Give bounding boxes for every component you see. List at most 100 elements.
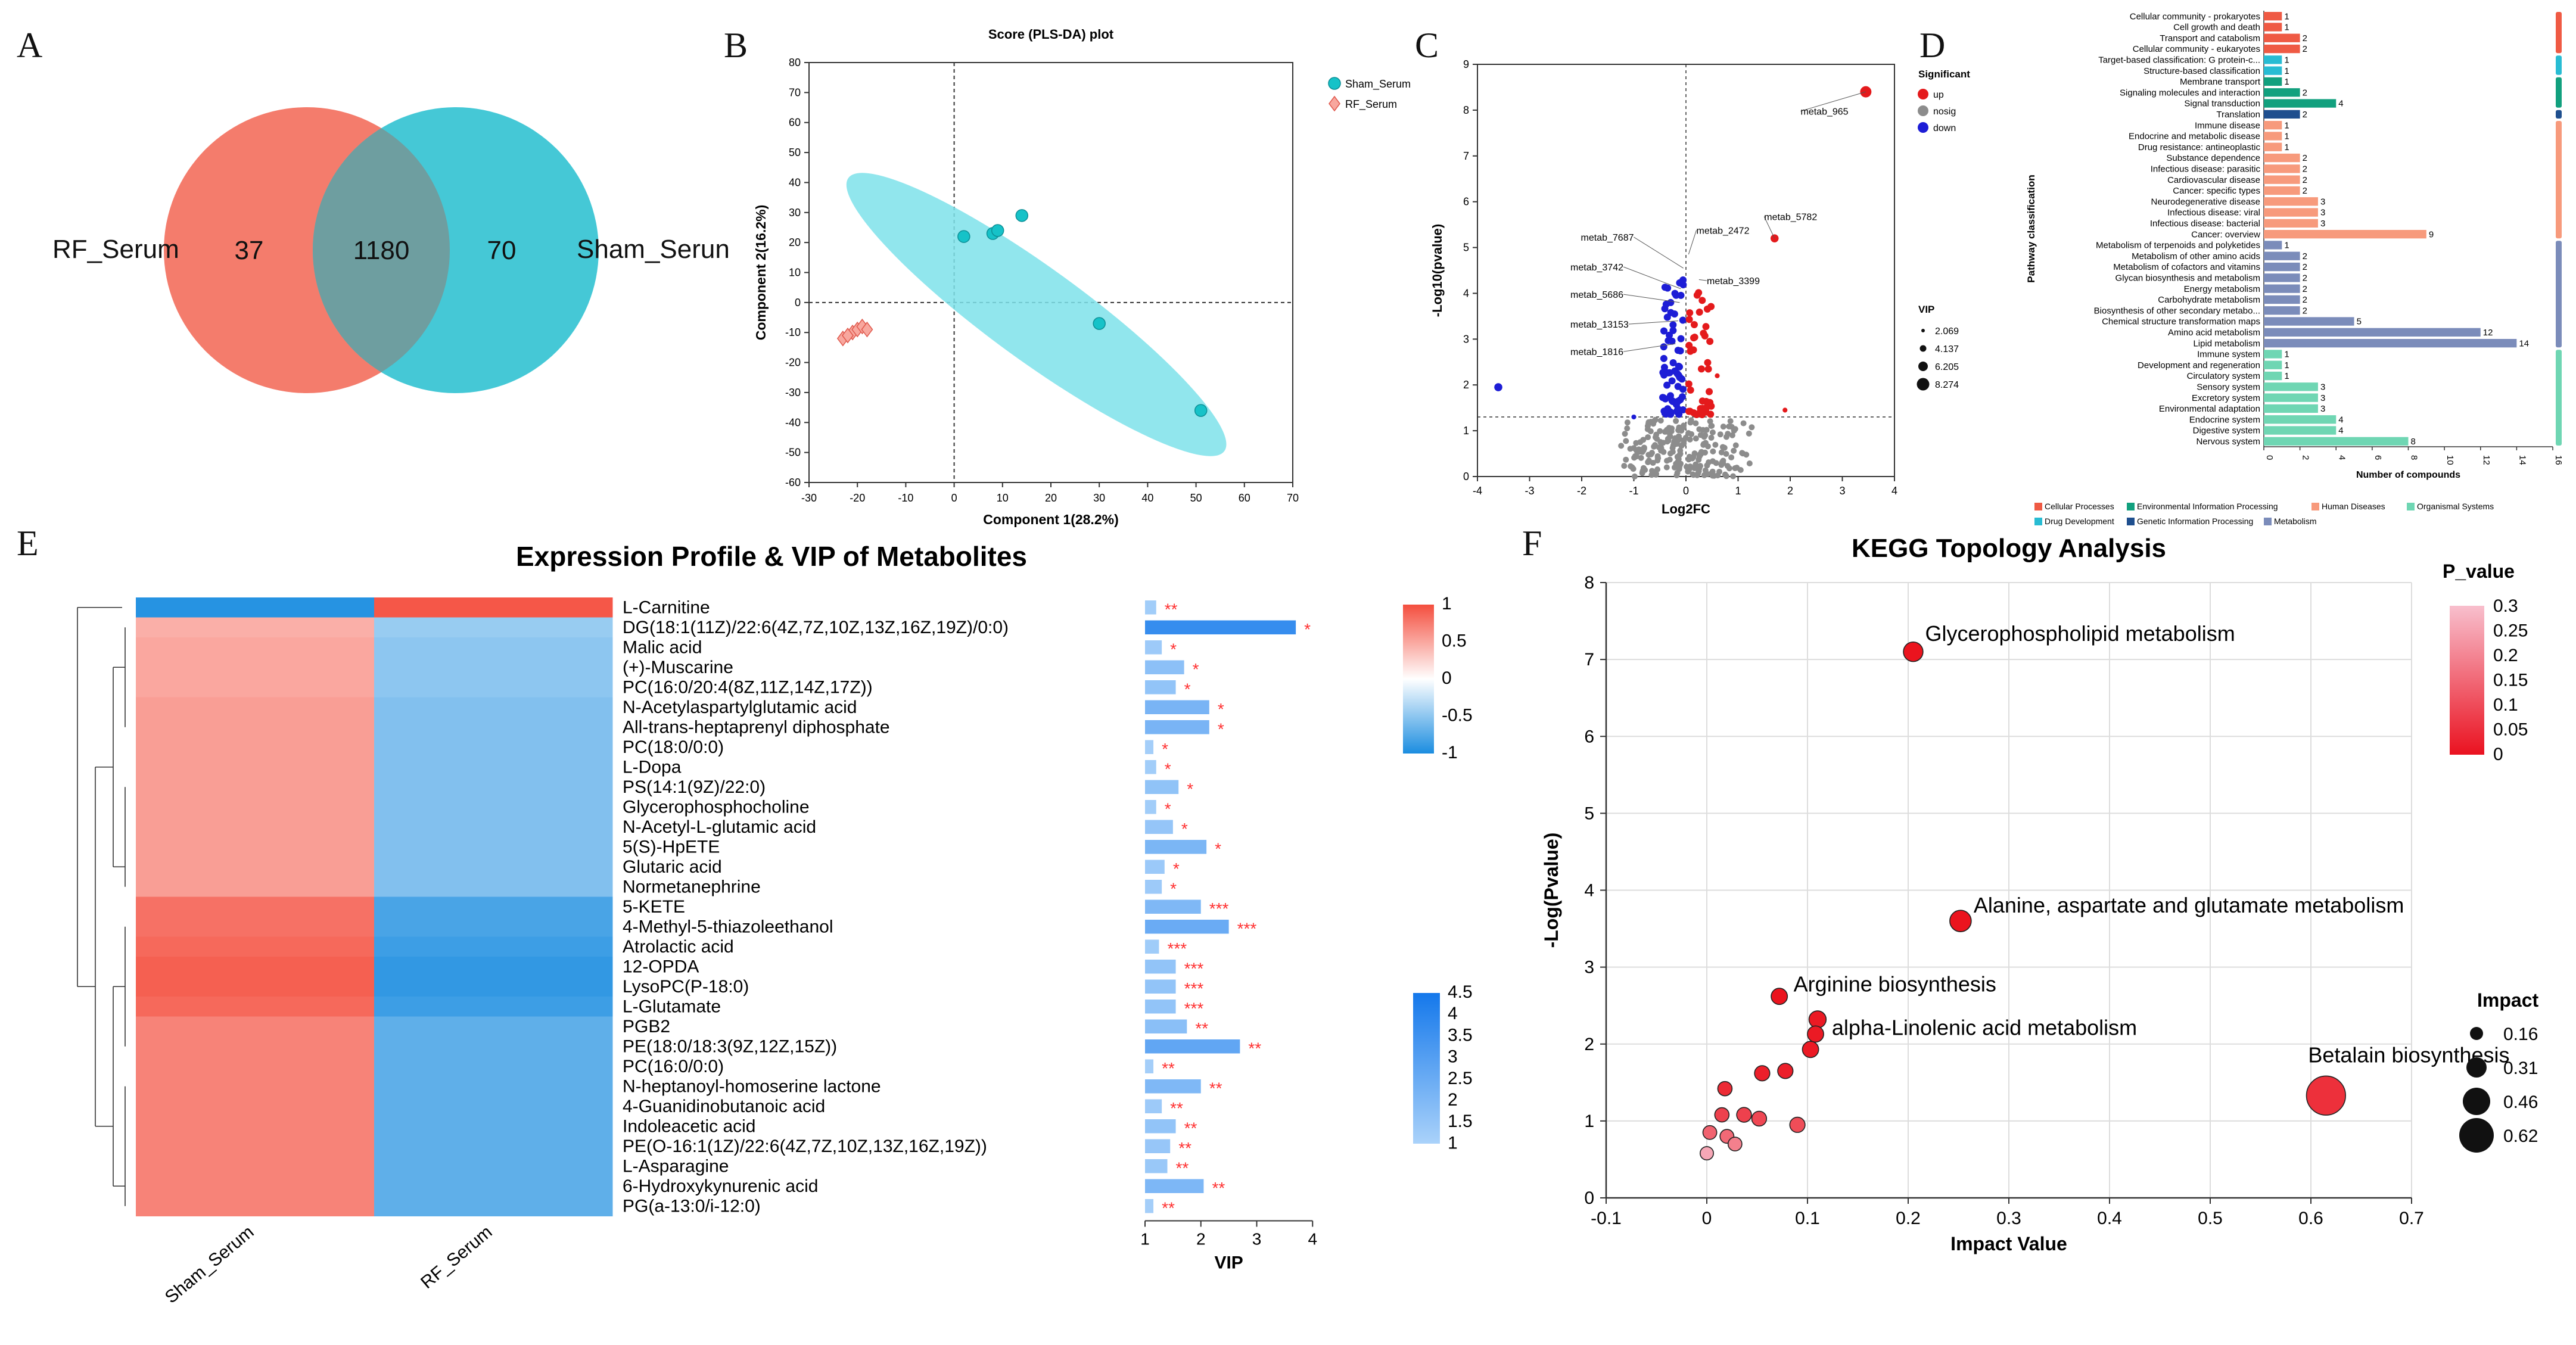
row-dendrogram (77, 606, 126, 1206)
vip-bar (1145, 840, 1207, 854)
vip-tick-label: 1 (1140, 1230, 1150, 1249)
heatmap-cell (374, 717, 613, 737)
x-tick-label: 0 (1702, 1209, 1712, 1228)
category-label: Chemical structure transformation maps (2102, 317, 2260, 327)
metabolite-label: PG(a-13:0/i-12:0) (623, 1197, 761, 1216)
category-label: Cancer: specific types (2173, 186, 2260, 196)
nosig-point (1622, 431, 1628, 437)
y-tick-label: -10 (785, 326, 801, 338)
colorbar-tick-label: 0.5 (1442, 631, 1467, 651)
venn-label-rf: RF_Serum (52, 235, 179, 264)
bar (2264, 284, 2300, 293)
nosig-point (1654, 454, 1661, 461)
pvalue-tick-label: 0.3 (2493, 596, 2518, 616)
colorbar-tick-label: -0.5 (1442, 706, 1473, 726)
significance-label: * (1162, 740, 1168, 758)
down-point (1661, 305, 1669, 313)
nosig-point (1638, 454, 1644, 461)
x-tick-label: 0.2 (1896, 1209, 1921, 1228)
category-label: Digestive system (2193, 426, 2260, 436)
significance-label: ** (1178, 1139, 1191, 1157)
bar (2264, 415, 2337, 424)
nosig-point (1704, 462, 1710, 469)
nosig-point (1719, 459, 1725, 466)
category-label: Metabolism of cofactors and vitamins (2113, 262, 2260, 272)
annotation-label: metab_3399 (1707, 276, 1760, 287)
nosig-point (1621, 463, 1628, 469)
annotation-leader (1763, 216, 1775, 239)
panel-label-f: F (1522, 524, 1542, 563)
heatmap-cell (136, 877, 375, 897)
nosig-point (1645, 434, 1651, 440)
category-label: Structure-based classification (2143, 66, 2260, 76)
nosig-point (1697, 432, 1704, 438)
x-tick-label: -0.1 (1591, 1209, 1622, 1228)
category-label: Infectious disease: bacterial (2150, 219, 2260, 229)
impact-legend-title: Impact (2477, 989, 2538, 1011)
metabolite-label: All-trans-heptaprenyl diphosphate (623, 718, 890, 737)
heatmap-cell (136, 737, 375, 758)
pathway-bubble (1754, 1065, 1771, 1082)
down-point (1663, 313, 1671, 321)
colorbar-tick-label: -1 (1442, 743, 1458, 762)
bar (2264, 33, 2300, 42)
down-point (1660, 343, 1667, 351)
vip-bar (1145, 1039, 1240, 1054)
topology-title: KEGG Topology Analysis (1852, 534, 2166, 563)
value-label: 2 (2303, 88, 2307, 98)
heatmap-title: Expression Profile & VIP of Metabolites (516, 541, 1027, 572)
significance-label: * (1304, 620, 1311, 639)
category-label: Lipid metabolism (2193, 338, 2260, 348)
nosig-point (1623, 438, 1629, 444)
y-tick-label: 6 (1584, 727, 1594, 746)
y-axis-label: -Log10(pvalue) (1430, 224, 1445, 317)
metabolite-label: 5(S)-HpETE (623, 837, 720, 857)
impact-size-label: 0.62 (2503, 1126, 2538, 1146)
bar (2264, 208, 2318, 217)
venn-count-sham-only: 70 (487, 236, 517, 265)
bar (2264, 197, 2318, 206)
nosig-point (1717, 431, 1723, 438)
nosig-point (1669, 449, 1676, 455)
y-tick-label: 7 (1463, 150, 1469, 162)
y-tick-label: 30 (789, 207, 801, 219)
bar (2264, 328, 2481, 337)
significance-label: * (1173, 860, 1180, 878)
x-tick-label: 50 (1190, 492, 1202, 504)
down-point (1675, 371, 1682, 379)
x-tick-label: 0.1 (1795, 1209, 1820, 1228)
up-point (1706, 338, 1714, 345)
pathway-bubble (1808, 1010, 1827, 1029)
value-label: 1 (2284, 23, 2289, 33)
pathway-label: Arginine biosynthesis (1794, 972, 1996, 997)
metabolite-label: L-Dopa (623, 758, 682, 777)
impact-size-label: 0.16 (2503, 1025, 2538, 1044)
down-point (1660, 327, 1668, 335)
nosig-point (1693, 461, 1699, 468)
down-point (1669, 359, 1677, 366)
value-label: 2 (2303, 251, 2307, 261)
down-point (1672, 291, 1680, 299)
up-point (1686, 407, 1694, 415)
y-tick-label: -20 (785, 357, 801, 369)
nosig-point (1746, 460, 1753, 466)
highlight-point (1782, 407, 1788, 413)
venn-overlap (313, 107, 450, 393)
x-tick-label: 0 (1683, 485, 1689, 497)
heatmap-cell (374, 837, 613, 857)
impact-size-marker (2470, 1027, 2483, 1040)
nosig-point (1682, 434, 1689, 441)
category-label: Metabolism of other amino acids (2132, 251, 2260, 261)
y-tick-label: 80 (789, 57, 801, 69)
vip-bar (1145, 880, 1162, 894)
y-tick-label: 5 (1463, 242, 1469, 254)
y-tick-label: 2 (1584, 1035, 1594, 1054)
legend-swatch (2311, 503, 2319, 510)
legend-label: down (1933, 123, 1956, 133)
metabolite-label: 4-Methyl-5-thiazoleethanol (623, 917, 833, 937)
value-label: 2 (2303, 295, 2307, 305)
nosig-point (1653, 471, 1659, 478)
heatmap-cell (374, 737, 613, 758)
nosig-point (1723, 450, 1729, 457)
value-label: 4 (2338, 99, 2343, 109)
